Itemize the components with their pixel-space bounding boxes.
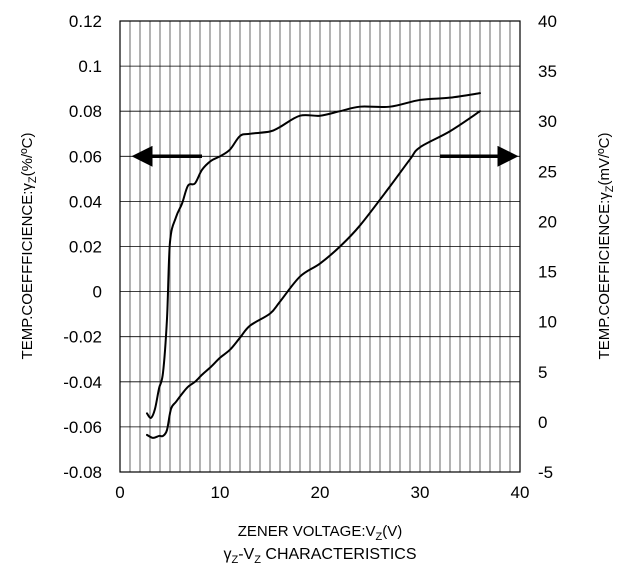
x-tick-label: 20 xyxy=(311,483,330,502)
grid xyxy=(120,21,520,472)
y-left-tick-label: 0.12 xyxy=(69,12,102,31)
y-left-tick-label: 0.1 xyxy=(78,57,102,76)
y-axis-left-title: TEMP.COEFFFICIENCE:γZ(%/ºC) xyxy=(19,133,39,360)
y-left-tick-label: -0.02 xyxy=(63,328,102,347)
plot-frame xyxy=(119,20,521,473)
y-right-tick-label: 15 xyxy=(538,263,557,282)
chart-caption: γZ-VZ CHARACTERISTICS xyxy=(223,546,416,566)
y-right-tick-label: 10 xyxy=(538,313,557,332)
y-left-tick-label: 0.04 xyxy=(69,192,102,211)
x-tick-label: 30 xyxy=(411,483,430,502)
x-tick-label: 0 xyxy=(115,483,124,502)
series-line-left-axis xyxy=(146,92,481,419)
y-left-tick-label: 0 xyxy=(93,283,102,302)
x-tick-label: 40 xyxy=(511,483,530,502)
y-left-tick-label: 0.08 xyxy=(69,102,102,121)
y-right-tick-label: 20 xyxy=(538,212,557,231)
y-right-tick-label: 0 xyxy=(538,413,547,432)
y-right-tick-label: 25 xyxy=(538,162,557,181)
series-group xyxy=(146,92,481,439)
tick-labels: 0 10 20 30 40 -0.08 -0.06 -0.04 -0.02 0 0.02 0.04 0.… xyxy=(63,12,557,502)
y-left-tick-label: 0.06 xyxy=(69,147,102,166)
plot-border xyxy=(119,20,521,473)
y-right-tick-label: 35 xyxy=(538,62,557,81)
y-right-tick-label: 40 xyxy=(538,12,557,31)
y-left-tick-label: -0.04 xyxy=(63,373,102,392)
y-left-tick-label: -0.06 xyxy=(63,418,102,437)
y-axis-right-title: TEMP.COEFFICIENCE:γZ(mV/ºC) xyxy=(596,133,616,360)
series-line-right-axis xyxy=(146,110,481,439)
y-left-tick-label: -0.08 xyxy=(63,463,102,482)
x-tick-label: 10 xyxy=(211,483,230,502)
y-right-tick-label: 30 xyxy=(538,112,557,131)
y-left-tick-label: 0.02 xyxy=(69,238,102,257)
x-axis-title: ZENER VOLTAGE:VZ(V) xyxy=(238,523,403,543)
y-right-tick-label: 5 xyxy=(538,363,547,382)
y-right-tick-label: -5 xyxy=(538,463,553,482)
